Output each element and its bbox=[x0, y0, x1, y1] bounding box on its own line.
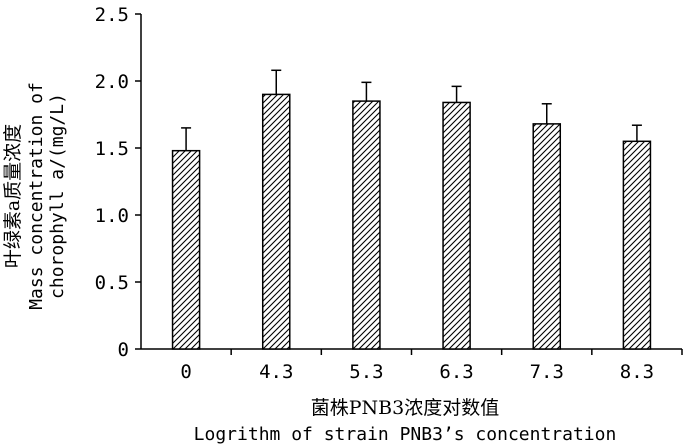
y-axis-title: 叶绿素a质量浓度 Mass concentration of chorophyl… bbox=[2, 82, 68, 310]
y-axis-ticks: 0 0.5 1.0 1.5 2.0 2.5 bbox=[95, 4, 141, 361]
y-tick-label: 0.5 bbox=[95, 272, 129, 294]
y-tick-label: 0 bbox=[118, 339, 129, 361]
bar bbox=[622, 140, 652, 350]
x-tick-label: 0 bbox=[180, 361, 191, 383]
y-tick-label: 1.5 bbox=[95, 138, 129, 160]
x-tick-label: 8.3 bbox=[620, 361, 654, 383]
bar bbox=[352, 100, 381, 350]
y-tick-label: 2.0 bbox=[95, 71, 129, 93]
x-tick-label: 4.3 bbox=[259, 361, 293, 383]
x-axis-title-cn: 菌株PNB3浓度对数值 bbox=[311, 397, 499, 419]
x-axis-ticks: 0 4.3 5.3 6.3 7.3 8.3 bbox=[180, 349, 683, 383]
y-tick-label: 1.0 bbox=[95, 205, 129, 227]
x-tick-label: 5.3 bbox=[349, 361, 383, 383]
bar bbox=[442, 101, 471, 350]
y-tick-label: 2.5 bbox=[95, 4, 129, 26]
bar bbox=[261, 93, 291, 350]
y-axis-title-en-line1: Mass concentration of bbox=[26, 82, 47, 310]
x-tick-label: 7.3 bbox=[530, 361, 564, 383]
bar bbox=[171, 149, 201, 350]
x-axis-title: 菌株PNB3浓度对数值 Logrithm of strain PNB3’s co… bbox=[194, 397, 617, 445]
x-axis-title-en: Logrithm of strain PNB3’s concentration bbox=[194, 424, 617, 445]
bar bbox=[532, 123, 562, 350]
y-axis-title-en-line2: chorophyll a/(mg/L) bbox=[47, 93, 68, 299]
bars bbox=[171, 69, 652, 350]
x-tick-label: 6.3 bbox=[439, 361, 473, 383]
y-axis-title-cn: 叶绿素a质量浓度 bbox=[2, 124, 24, 268]
